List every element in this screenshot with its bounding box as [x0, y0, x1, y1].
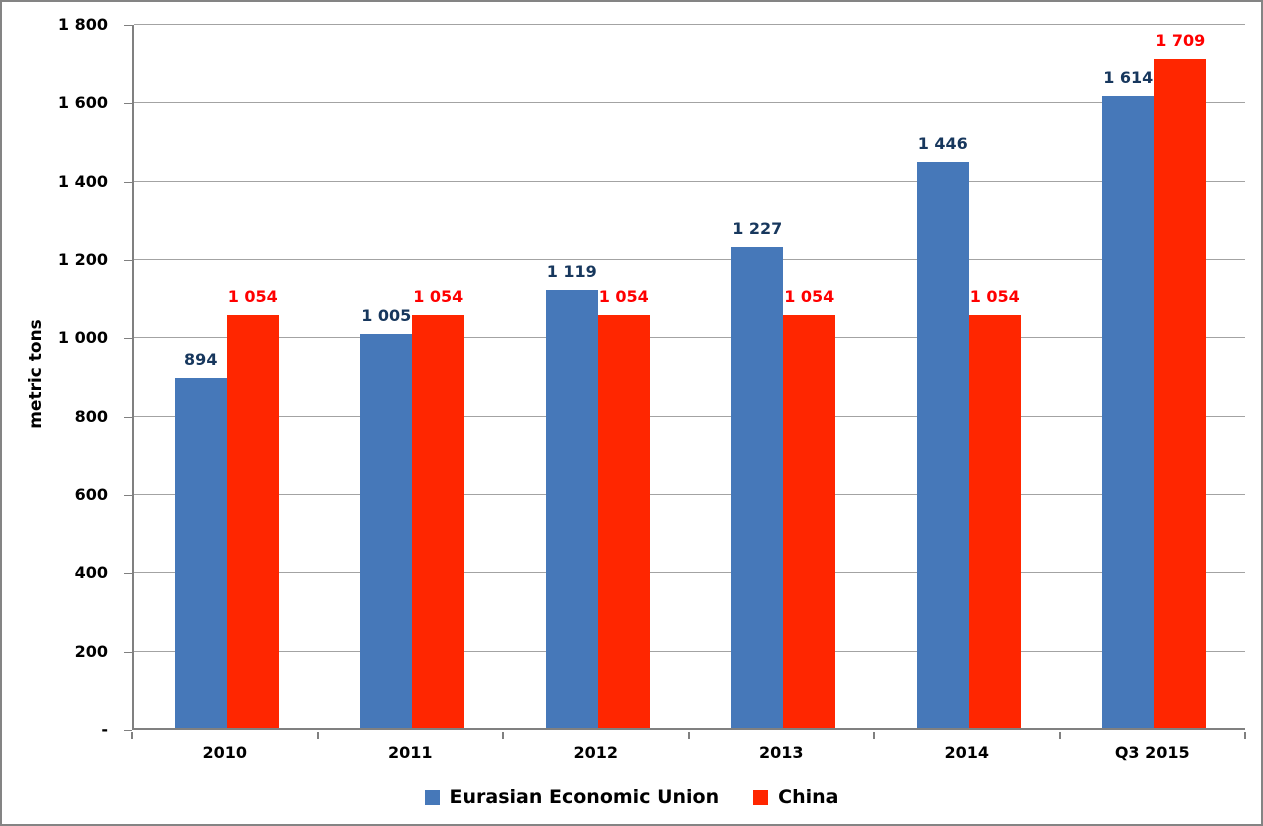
bar-eurasian-economic-union	[731, 247, 784, 728]
y-tick-label: 1 000	[57, 328, 108, 348]
bar-value-label: 1 005	[361, 306, 412, 326]
bar-value-label: 894	[184, 349, 218, 369]
bar-value-label: 1 054	[784, 287, 835, 307]
bar-value-label: 1 709	[1155, 30, 1206, 50]
bar-eurasian-economic-union	[545, 289, 598, 728]
bar-china	[1154, 58, 1207, 728]
category-label: 2010	[202, 743, 248, 762]
bar-value-label: 1 614	[1103, 67, 1154, 87]
y-tick-label: 200	[74, 641, 108, 661]
y-tick-label: 800	[74, 406, 108, 426]
y-tick-label: 400	[74, 563, 108, 583]
category-label: 2011	[387, 743, 433, 762]
bar-china	[968, 315, 1021, 728]
y-tick-mark	[124, 651, 132, 653]
x-tick-mark	[873, 732, 875, 739]
x-tick-mark	[1244, 732, 1246, 739]
gridline	[134, 494, 1245, 495]
y-tick-mark	[124, 730, 132, 731]
gridline	[134, 102, 1245, 104]
legend: Eurasian Economic Union China	[2, 786, 1261, 808]
x-tick-mark	[317, 732, 319, 739]
bar-china	[226, 315, 279, 728]
y-tick-mark	[124, 103, 132, 105]
bar-value-label: 1 119	[546, 261, 597, 281]
bar-eurasian-economic-union	[1102, 95, 1155, 728]
y-tick-label: 1 400	[57, 171, 108, 191]
bar-value-label: 1 227	[732, 219, 783, 239]
x-tick-mark	[1059, 732, 1061, 739]
legend-item: Eurasian Economic Union	[424, 786, 720, 808]
bar-eurasian-economic-union	[360, 334, 413, 728]
bar-china	[412, 315, 465, 728]
y-tick-label: 1 200	[57, 250, 108, 269]
legend-swatch-eurasian-economic-union	[424, 789, 440, 805]
y-tick-mark	[124, 25, 132, 26]
category-label: Q3 2015	[1114, 743, 1190, 762]
bar-value-label: 1 054	[227, 287, 278, 307]
bar-value-label: 1 054	[969, 287, 1020, 307]
bar-value-label: 1 446	[917, 133, 968, 153]
gridline	[134, 415, 1245, 417]
category-label: 2013	[758, 743, 804, 762]
gridline	[134, 180, 1245, 182]
y-tick-mark	[124, 260, 132, 261]
gridline	[134, 24, 1245, 25]
bar-eurasian-economic-union	[916, 161, 969, 728]
bar-value-label: 1 054	[413, 287, 464, 307]
gridline	[134, 337, 1245, 339]
x-tick-mark	[131, 732, 133, 739]
x-tick-mark	[688, 732, 690, 739]
y-tick-mark	[124, 338, 132, 340]
legend-item: China	[753, 786, 838, 808]
category-label: 2014	[944, 743, 990, 762]
bar-china	[783, 315, 836, 728]
bar-eurasian-economic-union	[174, 377, 227, 728]
legend-label: Eurasian Economic Union	[449, 786, 720, 808]
y-tick-mark	[124, 416, 132, 418]
gridline	[134, 572, 1245, 574]
gridline	[134, 259, 1245, 260]
legend-swatch-china	[753, 789, 769, 805]
bar-china	[597, 315, 650, 728]
y-tick-label: 1 600	[57, 93, 108, 113]
gridline	[134, 650, 1245, 652]
legend-label: China	[778, 786, 839, 808]
bar-value-label: 1 054	[598, 287, 649, 307]
x-tick-mark	[502, 732, 504, 739]
category-label: 2012	[573, 743, 619, 762]
y-tick-mark	[124, 181, 132, 183]
y-tick-label: -	[101, 720, 108, 739]
y-tick-label: 600	[74, 485, 108, 504]
plot-area: 894 1 054 1 005 1 054 1 119 1 054 1 227 1 054 1 …	[132, 24, 1245, 730]
y-tick-mark	[124, 573, 132, 575]
y-tick-label: 1 800	[57, 15, 108, 34]
y-tick-mark	[124, 495, 132, 496]
